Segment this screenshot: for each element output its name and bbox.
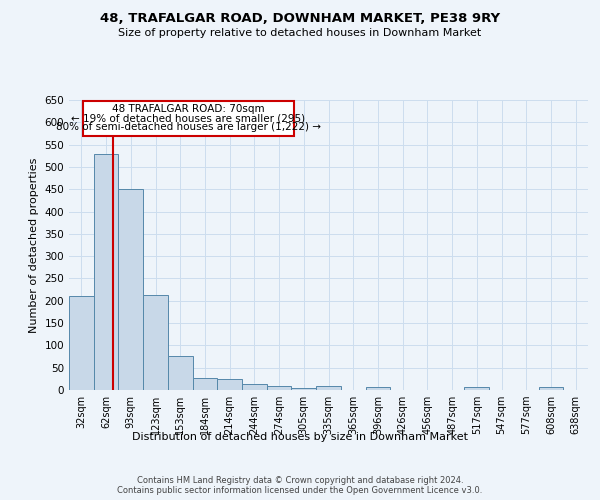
Text: Size of property relative to detached houses in Downham Market: Size of property relative to detached ho… bbox=[118, 28, 482, 38]
Text: Distribution of detached houses by size in Downham Market: Distribution of detached houses by size … bbox=[132, 432, 468, 442]
Bar bbox=[464, 388, 489, 390]
Text: 48, TRAFALGAR ROAD, DOWNHAM MARKET, PE38 9RY: 48, TRAFALGAR ROAD, DOWNHAM MARKET, PE38… bbox=[100, 12, 500, 26]
Bar bbox=[242, 384, 267, 390]
Text: Contains HM Land Registry data © Crown copyright and database right 2024.
Contai: Contains HM Land Registry data © Crown c… bbox=[118, 476, 482, 495]
Y-axis label: Number of detached properties: Number of detached properties bbox=[29, 158, 39, 332]
Bar bbox=[316, 386, 341, 390]
Bar bbox=[539, 388, 563, 390]
Bar bbox=[143, 296, 168, 390]
Bar bbox=[217, 379, 242, 390]
Bar bbox=[267, 386, 292, 390]
Bar bbox=[94, 154, 118, 390]
Bar bbox=[193, 378, 217, 390]
Bar bbox=[292, 388, 316, 390]
FancyBboxPatch shape bbox=[83, 101, 294, 136]
Bar bbox=[118, 189, 143, 390]
Text: ← 19% of detached houses are smaller (295): ← 19% of detached houses are smaller (29… bbox=[71, 114, 305, 124]
Text: 80% of semi-detached houses are larger (1,222) →: 80% of semi-detached houses are larger (… bbox=[56, 122, 321, 132]
Text: 48 TRAFALGAR ROAD: 70sqm: 48 TRAFALGAR ROAD: 70sqm bbox=[112, 104, 265, 115]
Bar bbox=[69, 296, 94, 390]
Bar bbox=[365, 388, 390, 390]
Bar bbox=[168, 356, 193, 390]
